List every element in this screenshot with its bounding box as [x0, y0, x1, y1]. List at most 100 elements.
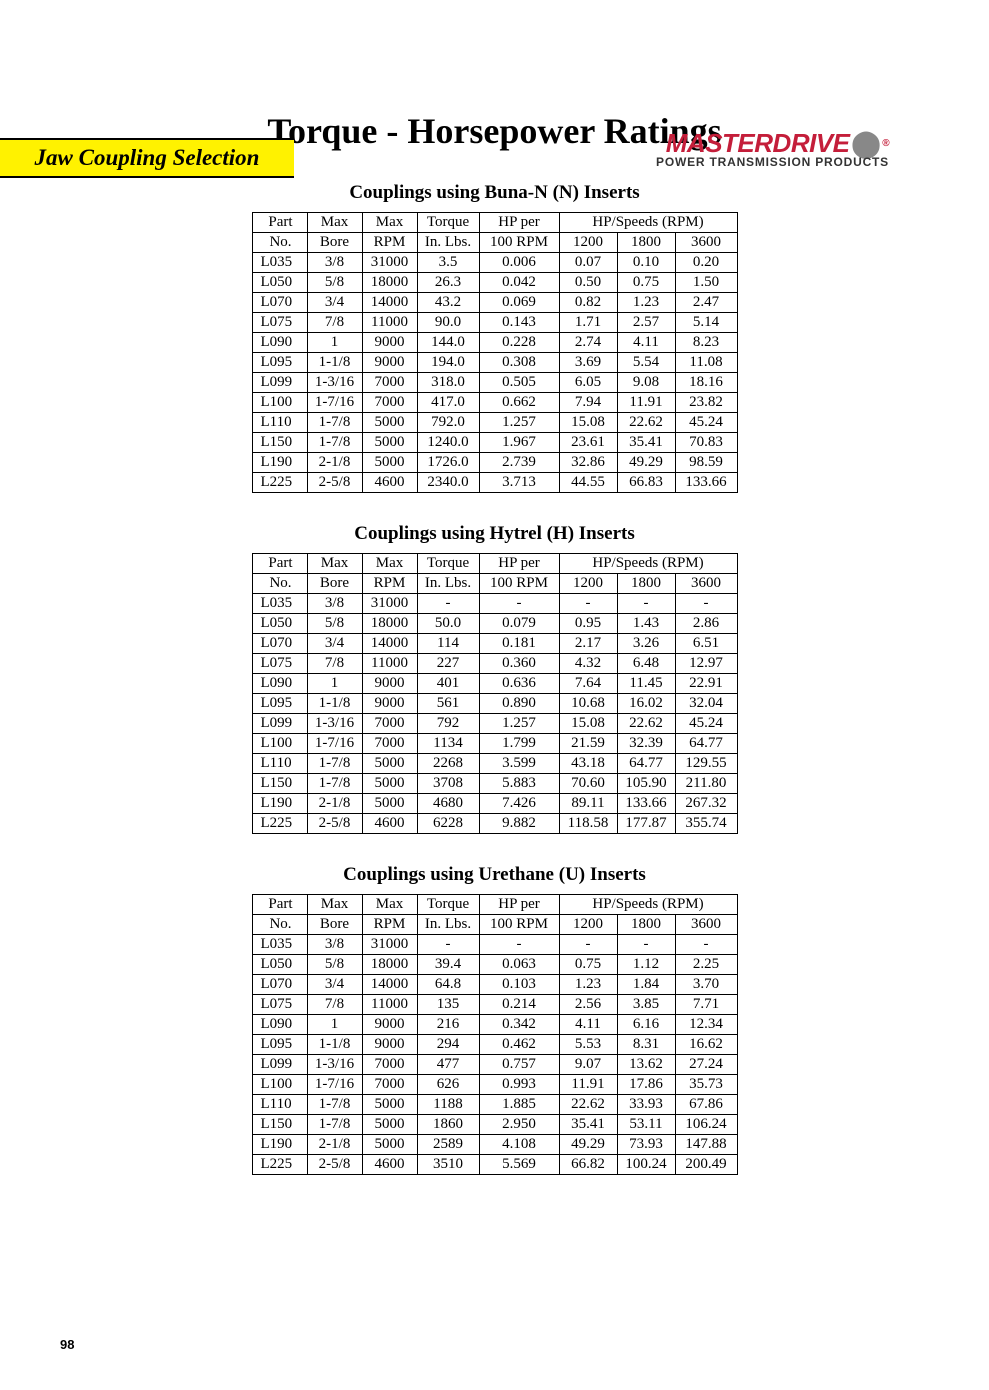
ratings-table: PartMaxMaxTorqueHP perHP/Speeds (RPM)No.…	[252, 894, 738, 1175]
table-row: L0703/41400064.80.1031.231.843.70	[252, 975, 737, 995]
table-cell: L225	[252, 473, 307, 493]
table-cell: 3/4	[307, 634, 362, 654]
table-cell: 2.25	[675, 955, 737, 975]
table-cell: L095	[252, 1035, 307, 1055]
table-header-cell: In. Lbs.	[417, 574, 479, 594]
table-cell: 11000	[362, 995, 417, 1015]
table-cell: 3.5	[417, 253, 479, 273]
table-cell: 2.57	[617, 313, 675, 333]
table-cell: 43.18	[559, 754, 617, 774]
table-cell: 43.2	[417, 293, 479, 313]
table-row: L090190002160.3424.116.1612.34	[252, 1015, 737, 1035]
table-cell: L225	[252, 1155, 307, 1175]
table-cell: L075	[252, 313, 307, 333]
table-header-cell: 3600	[675, 233, 737, 253]
table-cell: 0.993	[479, 1075, 559, 1095]
table-cell: -	[417, 935, 479, 955]
table-cell: 11.08	[675, 353, 737, 373]
table-cell: 3/8	[307, 253, 362, 273]
table-cell: 3.713	[479, 473, 559, 493]
table-cell: -	[675, 935, 737, 955]
table-cell: 2-5/8	[307, 814, 362, 834]
table-cell: 15.08	[559, 714, 617, 734]
table-cell: 5/8	[307, 273, 362, 293]
table-header-cell: Max	[362, 895, 417, 915]
table-cell: 67.86	[675, 1095, 737, 1115]
table-cell: L190	[252, 453, 307, 473]
table-cell: 12.34	[675, 1015, 737, 1035]
table-cell: 0.636	[479, 674, 559, 694]
table-cell: 3.85	[617, 995, 675, 1015]
table-cell: 4.108	[479, 1135, 559, 1155]
table-cell: L070	[252, 975, 307, 995]
table-cell: 177.87	[617, 814, 675, 834]
table-cell: 32.86	[559, 453, 617, 473]
table-cell: 133.66	[675, 473, 737, 493]
table-cell: 5.53	[559, 1035, 617, 1055]
table-cell: 11.91	[559, 1075, 617, 1095]
table-header-cell: No.	[252, 574, 307, 594]
table-row: L1501-7/8500037085.88370.60105.90211.80	[252, 774, 737, 794]
table-header-cell: Torque	[417, 554, 479, 574]
table-cell: L050	[252, 614, 307, 634]
table-row: L0951-1/890005610.89010.6816.0232.04	[252, 694, 737, 714]
table-cell: 0.308	[479, 353, 559, 373]
table-header-cell: RPM	[362, 915, 417, 935]
table-cell: 11.45	[617, 674, 675, 694]
table-cell: 5000	[362, 774, 417, 794]
table-row: L0757/8110002270.3604.326.4812.97	[252, 654, 737, 674]
table-cell: -	[559, 594, 617, 614]
table-header-cell: 1200	[559, 233, 617, 253]
table-cell: L150	[252, 433, 307, 453]
table-cell: L100	[252, 393, 307, 413]
table-row: L0353/831000-----	[252, 594, 737, 614]
table-cell: 100.24	[617, 1155, 675, 1175]
table-row: L0951-1/89000194.00.3083.695.5411.08	[252, 353, 737, 373]
table-header-row: No.BoreRPMIn. Lbs.100 RPM120018003600	[252, 233, 737, 253]
table-cell: 6.05	[559, 373, 617, 393]
table-cell: 118.58	[559, 814, 617, 834]
table-cell: -	[559, 935, 617, 955]
table-cell: 4680	[417, 794, 479, 814]
table-cell: 2-5/8	[307, 1155, 362, 1175]
table-cell: -	[617, 935, 675, 955]
table-row: L2252-5/846002340.03.71344.5566.83133.66	[252, 473, 737, 493]
table-cell: 1.43	[617, 614, 675, 634]
table-header-cell: In. Lbs.	[417, 233, 479, 253]
table-row: L0757/81100090.00.1431.712.575.14	[252, 313, 737, 333]
table-cell: 7000	[362, 373, 417, 393]
table-cell: 18000	[362, 955, 417, 975]
table-cell: 64.8	[417, 975, 479, 995]
table-cell: 21.59	[559, 734, 617, 754]
table-cell: 792.0	[417, 413, 479, 433]
table-cell: 12.97	[675, 654, 737, 674]
table-cell: 22.62	[617, 413, 675, 433]
table-cell: 0.10	[617, 253, 675, 273]
table-row: L1001-7/1670006260.99311.9117.8635.73	[252, 1075, 737, 1095]
table-cell: 9000	[362, 694, 417, 714]
table-cell: 1	[307, 674, 362, 694]
table-cell: 0.063	[479, 955, 559, 975]
table-cell: L190	[252, 1135, 307, 1155]
table-cell: 49.29	[559, 1135, 617, 1155]
table-cell: L035	[252, 935, 307, 955]
table-row: L1001-7/16700011341.79921.5932.3964.77	[252, 734, 737, 754]
table-header-cell: Max	[307, 895, 362, 915]
table-cell: L099	[252, 373, 307, 393]
table-cell: 1-7/8	[307, 754, 362, 774]
table-cell: 1-7/8	[307, 1115, 362, 1135]
table-header-cell: RPM	[362, 233, 417, 253]
table-cell: 45.24	[675, 714, 737, 734]
table-section-title: Couplings using Buna-N (N) Inserts	[0, 182, 989, 204]
table-cell: 22.62	[559, 1095, 617, 1115]
table-header-cell: Torque	[417, 213, 479, 233]
table-cell: 1-7/8	[307, 1095, 362, 1115]
table-row: L0703/4140001140.1812.173.266.51	[252, 634, 737, 654]
table-cell: 5000	[362, 413, 417, 433]
table-cell: 1.84	[617, 975, 675, 995]
table-cell: 7000	[362, 393, 417, 413]
table-cell: 14000	[362, 634, 417, 654]
table-cell: 4.11	[559, 1015, 617, 1035]
table-cell: L110	[252, 413, 307, 433]
table-header-cell: Max	[307, 554, 362, 574]
